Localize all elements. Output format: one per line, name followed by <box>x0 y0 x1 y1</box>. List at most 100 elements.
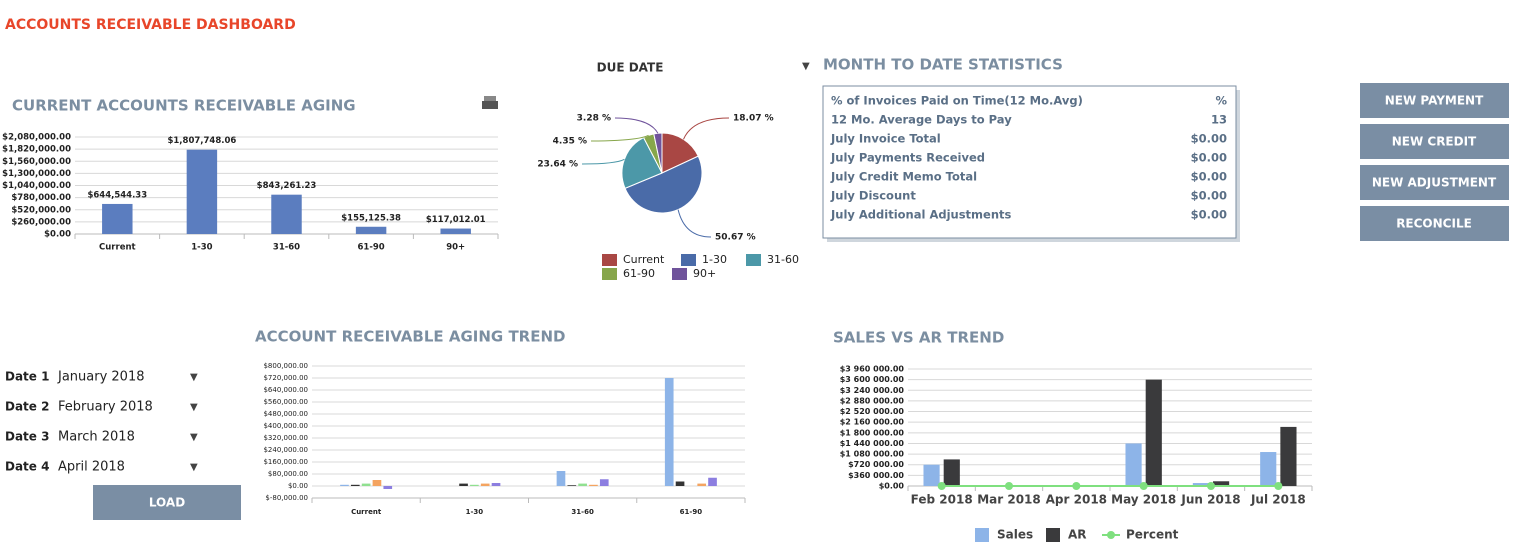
y-tick-label: $2,080,000.00 <box>2 133 71 143</box>
pie-leader <box>677 209 712 238</box>
bar <box>383 486 393 489</box>
print-icon[interactable] <box>482 96 498 109</box>
date-value[interactable]: March 2018 <box>58 430 135 445</box>
legend-swatch <box>602 254 617 266</box>
stats-box <box>822 85 1237 239</box>
x-tick-label: 61-90 <box>358 243 385 253</box>
pie-leader <box>590 134 649 142</box>
stat-label: July Payments Received <box>830 151 985 165</box>
x-tick-label: May 2018 <box>1111 493 1176 507</box>
legend-label: Sales <box>997 528 1033 542</box>
x-tick-label: 90+ <box>446 243 465 253</box>
action-button[interactable] <box>1360 124 1509 159</box>
y-tick-label: $480,000.00 <box>263 410 308 418</box>
bar <box>491 483 501 486</box>
bar <box>372 480 382 486</box>
x-tick-label: Current <box>99 243 136 253</box>
legend-swatch <box>681 254 696 266</box>
bar <box>361 483 371 486</box>
date-value[interactable]: February 2018 <box>58 400 153 415</box>
action-button[interactable] <box>1360 165 1509 200</box>
x-tick-label: 1-30 <box>466 508 484 516</box>
y-tick-label: $1,300,000.00 <box>2 169 71 179</box>
bar <box>186 149 218 234</box>
bar <box>1125 443 1142 486</box>
line-point <box>1139 482 1148 490</box>
y-tick-label: $520,000.00 <box>11 205 71 215</box>
load-button-label[interactable]: LOAD <box>149 496 185 510</box>
legend-label: 1-30 <box>702 253 727 266</box>
y-tick-label: $3 600 000.00 <box>840 375 905 384</box>
date-value[interactable]: April 2018 <box>58 460 125 475</box>
y-tick-label: $3 960 000.00 <box>840 365 905 374</box>
legend-swatch-point <box>1107 531 1115 539</box>
load-button[interactable]: LOAD <box>93 485 241 520</box>
y-tick-label: $1,820,000.00 <box>2 145 71 155</box>
y-tick-label: $160,000.00 <box>263 458 308 466</box>
chart-title: CURRENT ACCOUNTS RECEIVABLE AGING <box>12 97 356 115</box>
action-button-label[interactable]: NEW ADJUSTMENT <box>1372 176 1497 190</box>
dropdown-arrow[interactable]: ▼ <box>190 402 198 413</box>
action-button[interactable] <box>1360 206 1509 241</box>
action-button[interactable] <box>1360 83 1509 118</box>
stat-value: $0.00 <box>1191 189 1227 203</box>
legend-label: AR <box>1068 528 1087 542</box>
y-tick-label: $560,000.00 <box>263 398 308 406</box>
y-tick-label: $1 800 000.00 <box>840 428 905 437</box>
stat-label: % of Invoices Paid on Time(12 Mo.Avg) <box>831 94 1083 108</box>
chart-title: ACCOUNT RECEIVABLE AGING TREND <box>255 328 565 346</box>
bar <box>923 464 940 486</box>
action-button-label[interactable]: RECONCILE <box>1396 217 1472 231</box>
x-tick-label: 31-60 <box>571 508 594 516</box>
y-tick-label: $240,000.00 <box>263 446 308 454</box>
stat-label: July Invoice Total <box>830 132 941 146</box>
stat-value: $0.00 <box>1191 132 1227 146</box>
bar <box>355 226 387 234</box>
legend-label: 61-90 <box>623 267 655 280</box>
bar <box>675 481 685 486</box>
line-point <box>1274 482 1283 490</box>
stat-value: $0.00 <box>1191 208 1227 222</box>
dropdown-arrow[interactable]: ▼ <box>190 432 198 443</box>
x-tick-label: 31-60 <box>273 243 300 253</box>
pie-value-label: 23.64 % <box>537 160 578 170</box>
load-button-bg <box>93 485 241 520</box>
x-tick-label: Current <box>351 508 382 516</box>
dropdown-arrow[interactable]: ▼ <box>190 372 198 383</box>
action-button-label[interactable]: NEW CREDIT <box>1392 135 1477 149</box>
stat-label: 12 Mo. Average Days to Pay <box>831 113 1012 127</box>
dropdown-arrow[interactable]: ▼ <box>190 462 198 473</box>
bar <box>943 459 960 486</box>
bar <box>567 485 577 486</box>
y-tick-label: $2 520 000.00 <box>840 407 905 416</box>
bar <box>480 483 490 486</box>
pie-slice <box>661 132 699 174</box>
bar <box>1260 452 1277 486</box>
y-tick-label: $0.00 <box>288 482 308 490</box>
legend-label: Percent <box>1126 528 1179 542</box>
date-value[interactable]: January 2018 <box>57 370 145 385</box>
stats-rows: % of Invoices Paid on Time(12 Mo.Avg) % 12… <box>830 94 1227 222</box>
pie-slice <box>624 155 703 214</box>
y-tick-label: $1 080 000.00 <box>840 450 905 459</box>
pie-leader <box>581 158 625 165</box>
y-tick-label: $3 240 000.00 <box>840 386 905 395</box>
bar <box>1213 481 1230 486</box>
bar-value-label: $155,125.38 <box>341 213 401 223</box>
y-tick-label: $80,000.00 <box>268 470 308 478</box>
stat-label: July Discount <box>830 189 916 203</box>
collapse-arrow[interactable]: ▼ <box>802 61 810 72</box>
bar-value-label: $644,544.33 <box>87 190 147 200</box>
y-tick-label: $1,560,000.00 <box>2 157 71 167</box>
bar <box>556 471 566 486</box>
x-tick-label: Apr 2018 <box>1046 493 1107 507</box>
date-label: Date 2 <box>5 400 49 414</box>
y-tick-label: $640,000.00 <box>263 386 308 394</box>
date-label: Date 3 <box>5 430 49 444</box>
stat-label: July Additional Adjustments <box>830 208 1012 222</box>
x-tick-label: Jul 2018 <box>1250 493 1306 507</box>
y-tick-label: $1,040,000.00 <box>2 181 71 191</box>
bar <box>578 483 587 486</box>
action-button-label[interactable]: NEW PAYMENT <box>1385 94 1484 108</box>
bar-value-label: $117,012.01 <box>426 215 486 225</box>
